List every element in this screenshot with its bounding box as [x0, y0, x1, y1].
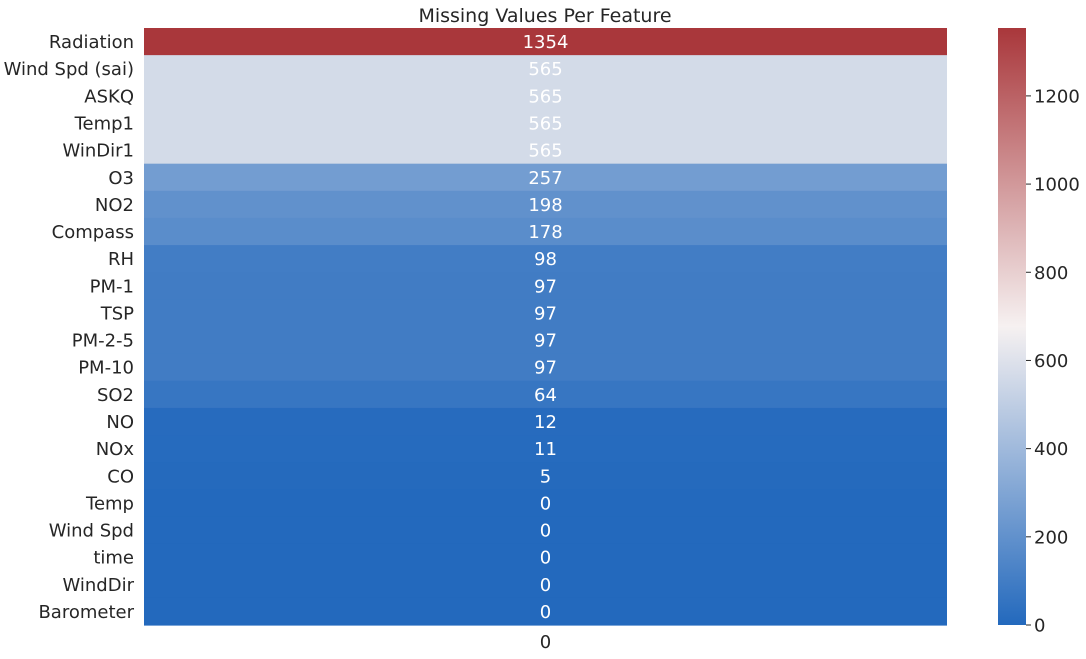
cell-value-label: 0 [540, 493, 551, 514]
cell-value-label: 0 [540, 548, 551, 569]
row-label: Wind Spd (sai) [4, 59, 134, 80]
row-label: NO [106, 412, 134, 433]
heatmap-cell [144, 55, 947, 83]
cell-value-label: 12 [534, 412, 557, 433]
heatmap-cell [144, 407, 947, 436]
heatmap-cell [144, 28, 947, 56]
row-label: WindDir [63, 575, 135, 596]
row-label: Compass [52, 222, 134, 243]
heatmap-cell [144, 543, 947, 572]
colorbar-tick-label: 1200 [1034, 86, 1080, 107]
row-label: Wind Spd [49, 521, 134, 542]
row-label: ASKQ [84, 86, 134, 107]
cell-value-label: 178 [528, 222, 562, 243]
cell-value-label: 565 [528, 113, 562, 134]
cell-value-label: 97 [534, 276, 557, 297]
row-label: Barometer [38, 602, 134, 623]
cell-value-label: 565 [528, 59, 562, 80]
row-label: Radiation [49, 32, 134, 53]
cell-value-label: 11 [534, 439, 557, 460]
heatmap-cell [144, 353, 947, 382]
heatmap-cell [144, 299, 947, 328]
heatmap-cells [144, 28, 947, 626]
heatmap-cell [144, 272, 947, 300]
row-label: NO2 [95, 195, 134, 216]
row-labels: Radiation Wind Spd (sai) ASKQ Temp1 WinDir1 O… [4, 32, 135, 623]
heatmap-cell [144, 82, 947, 111]
cell-value-label: 257 [528, 168, 562, 189]
cell-value-label: 1354 [523, 32, 569, 53]
cell-value-label: 0 [540, 521, 551, 542]
heatmap-cell [144, 217, 947, 246]
cell-value-label: 97 [534, 358, 557, 379]
colorbar-tick-label: 200 [1034, 527, 1068, 548]
chart-title: Missing Values Per Feature [418, 5, 671, 27]
heatmap-cell [144, 136, 947, 165]
row-label: NOx [96, 439, 135, 460]
heatmap-cell [144, 489, 947, 518]
cell-value-label: 565 [528, 86, 562, 107]
row-label: Temp [85, 493, 134, 514]
row-label: SO2 [97, 385, 134, 406]
cell-value-label: 97 [534, 331, 557, 352]
cell-value-label: 97 [534, 303, 557, 324]
heatmap-cell [144, 380, 947, 409]
row-label: WinDir1 [62, 141, 134, 162]
colorbar-tick-label: 1000 [1034, 175, 1080, 196]
cell-value-label: 0 [540, 602, 551, 623]
column-labels: 0 [540, 632, 551, 653]
heatmap-cell [144, 190, 947, 219]
column-tick-label: 0 [540, 632, 551, 653]
colorbar-tick-label: 800 [1034, 263, 1068, 284]
row-label: TSP [100, 303, 134, 324]
row-label: PM-1 [90, 276, 134, 297]
colorbar-gradient [998, 28, 1026, 625]
heatmap-cell [144, 597, 947, 626]
colorbar-tick-label: 400 [1034, 439, 1068, 460]
heatmap-cell [144, 570, 947, 599]
heatmap-cell [144, 462, 947, 490]
row-label: CO [107, 466, 134, 487]
row-label: PM-2-5 [72, 331, 134, 352]
heatmap-cell [144, 516, 947, 545]
heatmap-cell [144, 245, 947, 273]
row-label: PM-10 [78, 358, 134, 379]
cell-value-label: 64 [534, 385, 557, 406]
cell-value-label: 198 [528, 195, 562, 216]
heatmap-cell [144, 326, 947, 355]
row-label: O3 [108, 168, 134, 189]
heatmap-cell [144, 435, 947, 463]
colorbar-tick-label: 0 [1034, 616, 1045, 637]
heatmap-cell [144, 109, 947, 138]
row-label: RH [108, 249, 134, 270]
row-label: Temp1 [74, 113, 134, 134]
colorbar: 0 200 400 600 800 1000 1200 [998, 28, 1080, 637]
cell-value-label: 565 [528, 141, 562, 162]
cell-value-label: 98 [534, 249, 557, 270]
cell-value-label: 5 [540, 466, 551, 487]
cell-annotations: 1354 565 565 565 565 257 198 178 98 97 97 97 97 64 12 1… [523, 32, 569, 623]
heatmap-cell [144, 163, 947, 192]
colorbar-tick-label: 600 [1034, 351, 1068, 372]
row-label: time [93, 548, 134, 569]
cell-value-label: 0 [540, 575, 551, 596]
